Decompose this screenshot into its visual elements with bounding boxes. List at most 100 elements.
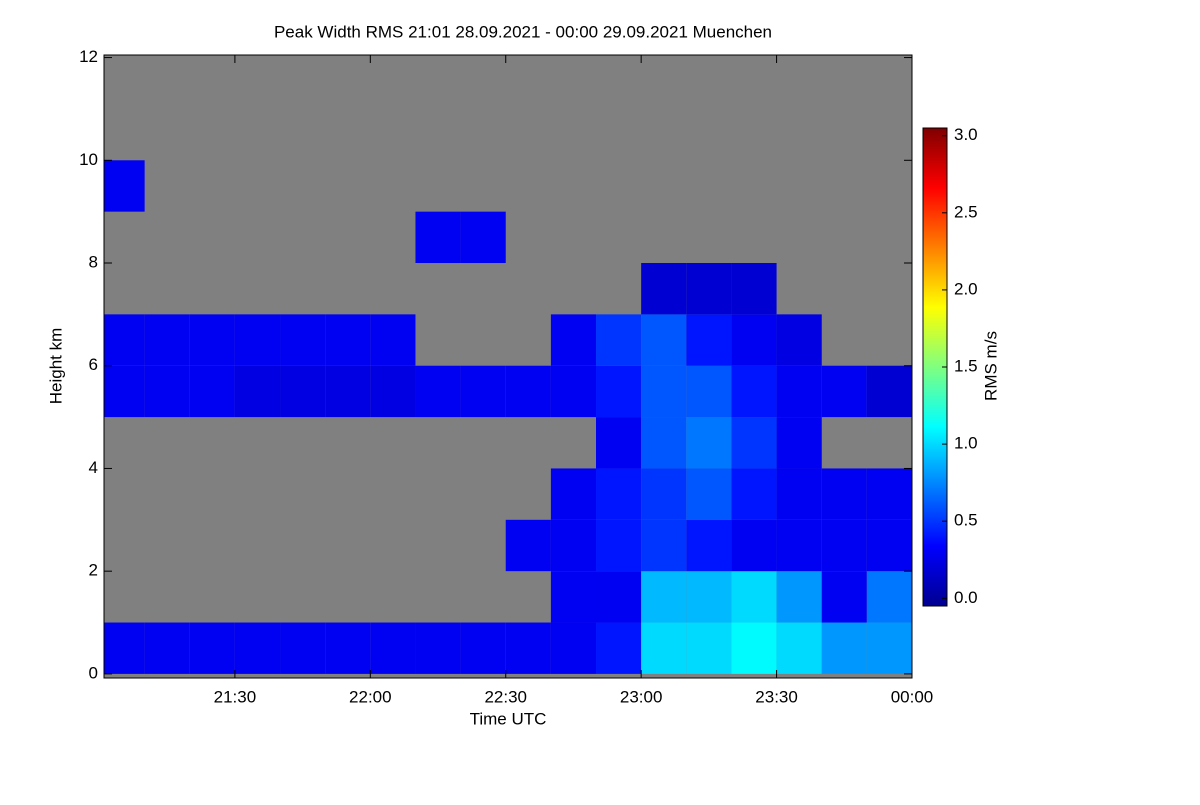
heatmap-cell [686, 519, 732, 572]
colorbar-tick-label: 0.5 [954, 511, 978, 530]
heatmap-cell [144, 622, 190, 674]
heatmap-cell [731, 365, 777, 418]
heatmap-cell [776, 519, 822, 572]
heatmap-cell [550, 519, 597, 572]
y-tick-label: 12 [79, 47, 98, 66]
colorbar-tick-label: 0.0 [954, 588, 978, 607]
heatmap-cell [731, 417, 777, 469]
heatmap-cell [505, 365, 551, 418]
y-axis-title: Height km [46, 328, 65, 405]
heatmap-cell [596, 519, 642, 572]
y-tick-label: 2 [89, 561, 98, 580]
heatmap-cell [596, 314, 642, 366]
heatmap-cell [776, 622, 822, 674]
heatmap-cell [189, 365, 235, 418]
heatmap-cell [686, 622, 732, 674]
heatmap-cell [104, 160, 145, 212]
heatmap-cell [550, 622, 597, 674]
y-tick-label: 6 [89, 355, 98, 374]
heatmap-cell [686, 365, 732, 418]
heatmap-cell [731, 622, 777, 674]
heatmap-cell [104, 365, 145, 418]
heatmap-cell [776, 468, 822, 520]
heatmap-cell [550, 571, 597, 623]
heatmap-cell [144, 365, 190, 418]
y-tick-label: 4 [89, 458, 98, 477]
heatmap-cell [641, 417, 687, 469]
x-tick-label: 21:30 [214, 687, 257, 706]
heatmap-cell [460, 622, 506, 674]
heatmap-cell [325, 365, 371, 418]
y-tick-label: 0 [89, 663, 98, 682]
heatmap-cell [596, 468, 642, 520]
heatmap-cell [144, 314, 190, 366]
heatmap-cell [821, 519, 867, 572]
heatmap-cell [550, 365, 597, 418]
heatmap-cell [370, 622, 416, 674]
heatmap-cell [415, 365, 461, 418]
colorbar-tick-label: 2.5 [954, 202, 978, 221]
colorbar-tick-label: 1.0 [954, 434, 978, 453]
heatmap-cell [641, 365, 687, 418]
heatmap-cell [776, 314, 822, 366]
colorbar-title: RMS m/s [981, 331, 1000, 401]
x-tick-label: 23:30 [755, 687, 798, 706]
heatmap-cell [189, 314, 235, 366]
heatmap-cell [686, 314, 732, 366]
heatmap-cell [234, 622, 281, 674]
heatmap-cell [280, 622, 326, 674]
heatmap-cell [776, 417, 822, 469]
heatmap-cell [189, 622, 235, 674]
heatmap-cell [641, 519, 687, 572]
heatmap-cell [370, 314, 416, 366]
heatmap-cell [596, 417, 642, 469]
heatmap-cell [596, 622, 642, 674]
heatmap-cell [821, 365, 867, 418]
heatmap-cell [866, 622, 912, 674]
heatmap-cell [505, 519, 551, 572]
heatmap-cell [280, 314, 326, 366]
colorbar-tick-label: 2.0 [954, 279, 978, 298]
y-tick-label: 10 [79, 150, 98, 169]
heatmap-cell [415, 211, 461, 264]
heatmap-cell [460, 211, 506, 264]
heatmap-cell [234, 314, 281, 366]
x-tick-label: 00:00 [891, 687, 934, 706]
chart-title: Peak Width RMS 21:01 28.09.2021 - 00:00 … [274, 22, 772, 41]
heatmap-cell [505, 622, 551, 674]
colorbar-tick-label: 3.0 [954, 125, 978, 144]
heatmap-cell [731, 468, 777, 520]
heatmap-cell [325, 314, 371, 366]
heatmap-cell [550, 314, 597, 366]
heatmap-cell [821, 571, 867, 623]
heatmap-cell [866, 365, 912, 418]
heatmap-cell [325, 622, 371, 674]
heatmap-cell [641, 314, 687, 366]
heatmap-cell [731, 263, 777, 315]
heatmap-cell [234, 365, 281, 418]
heatmap-cell [776, 571, 822, 623]
x-tick-label: 23:00 [620, 687, 663, 706]
colorbar-tick-label: 1.5 [954, 356, 978, 375]
axes: 21:30 22:00 22:30 23:00 23:30 00:00 0 2 4 6 8 10 12 0… [79, 47, 978, 706]
heatmap-cell [866, 519, 912, 572]
heatmap-cell [641, 571, 687, 623]
heatmap-cell [641, 468, 687, 520]
heatmap-cell [821, 468, 867, 520]
heatmap-cell [731, 314, 777, 366]
plot-frame [103, 54, 913, 679]
x-tick-label: 22:30 [484, 687, 527, 706]
x-axis-title: Time UTC [470, 709, 547, 728]
heatmap [104, 160, 912, 674]
heatmap-cell [866, 468, 912, 520]
heatmap-cell [415, 622, 461, 674]
heatmap-cell [731, 519, 777, 572]
heatmap-cell [821, 622, 867, 674]
heatmap-cell [731, 571, 777, 623]
heatmap-cell [596, 365, 642, 418]
x-tick-label: 22:00 [349, 687, 392, 706]
heatmap-cell [104, 314, 145, 366]
heatmap-cell [550, 468, 597, 520]
